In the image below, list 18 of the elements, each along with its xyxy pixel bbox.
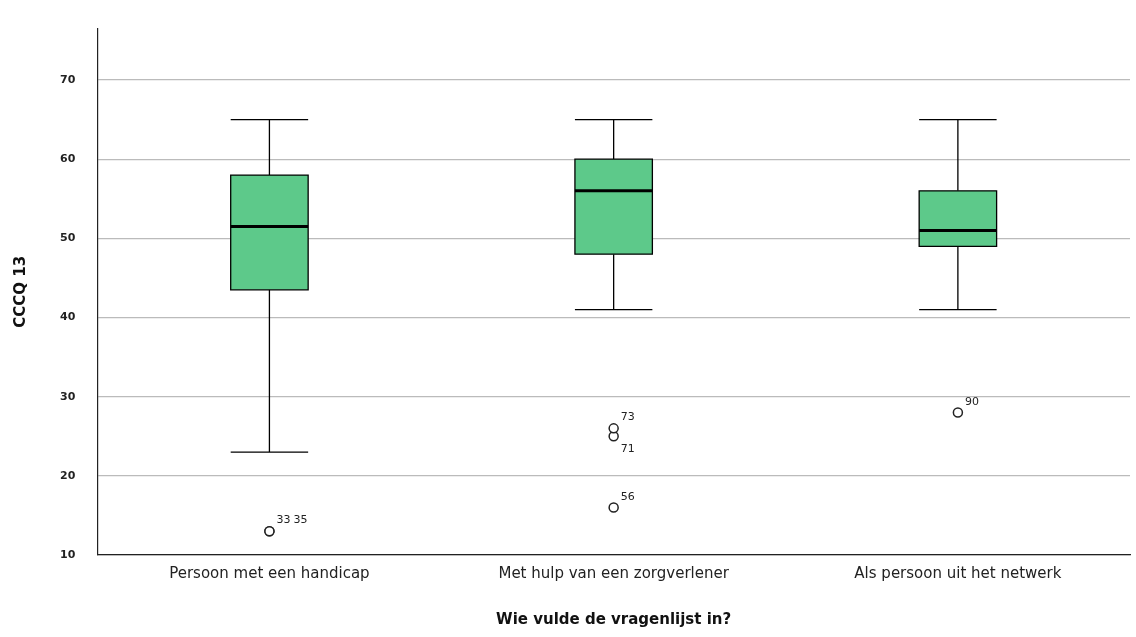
- x-tick-label: Persoon met een handicap: [169, 563, 370, 582]
- annotation: 90: [964, 394, 979, 408]
- y-tick-label: 20: [60, 468, 76, 482]
- y-tick-label: 30: [60, 389, 76, 403]
- y-tick-label: 60: [60, 152, 76, 166]
- y-axis-title: CCCQ 13: [10, 255, 29, 328]
- y-tick-label: 40: [60, 310, 76, 324]
- annotation: 73: [620, 410, 635, 424]
- annotation: 33: [276, 513, 291, 527]
- y-tick-label: 50: [60, 231, 76, 245]
- annotation: 56: [620, 489, 635, 503]
- annotation: 71: [620, 442, 635, 456]
- x-tick-label: Als persoon uit het netwerk: [854, 563, 1062, 582]
- x-tick-label: Met hulp van een zorgverlener: [498, 563, 730, 582]
- annotation: 35: [293, 513, 308, 527]
- y-tick-label: 70: [60, 72, 76, 86]
- y-tick-label: 10: [60, 547, 76, 561]
- x-axis-title: Wie vulde de vragenlijst in?: [496, 609, 732, 628]
